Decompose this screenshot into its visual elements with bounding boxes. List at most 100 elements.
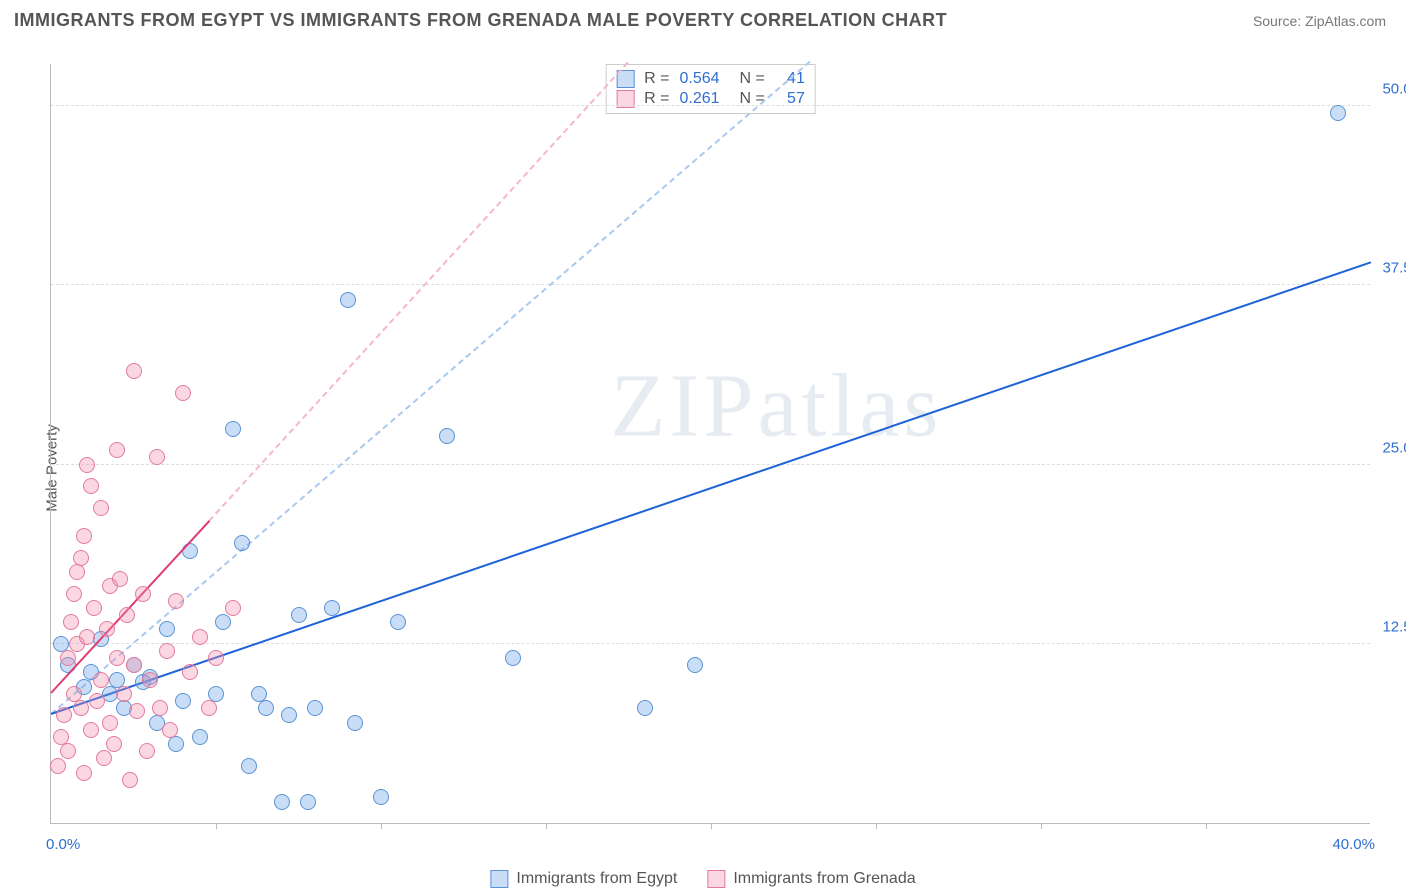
data-point: [300, 794, 316, 810]
legend-label: Immigrants from Grenada: [733, 870, 915, 888]
data-point: [60, 650, 76, 666]
chart-container: Male Poverty ZIPatlas R =0.564N =41R =0.…: [0, 44, 1406, 892]
data-point: [126, 363, 142, 379]
data-point: [241, 758, 257, 774]
data-point: [116, 686, 132, 702]
data-point: [50, 758, 66, 774]
data-point: [106, 736, 122, 752]
data-point: [102, 715, 118, 731]
y-tick-label: 12.5%: [1382, 618, 1406, 635]
data-point: [258, 700, 274, 716]
x-tick: [711, 823, 712, 829]
data-point: [79, 457, 95, 473]
x-tick: [546, 823, 547, 829]
legend-item: Immigrants from Grenada: [707, 870, 915, 888]
plot-area: ZIPatlas R =0.564N =41R =0.261N =57 12.5…: [50, 64, 1370, 824]
data-point: [687, 657, 703, 673]
x-tick: [381, 823, 382, 829]
legend: Immigrants from Egypt Immigrants from Gre…: [490, 870, 915, 888]
data-point: [162, 722, 178, 738]
data-point: [139, 743, 155, 759]
data-point: [119, 607, 135, 623]
data-point: [96, 750, 112, 766]
data-point: [225, 600, 241, 616]
x-tick-label-min: 0.0%: [46, 836, 80, 853]
data-point: [152, 700, 168, 716]
y-tick-label: 50.0%: [1382, 81, 1406, 98]
legend-swatch: [490, 870, 508, 888]
data-point: [439, 428, 455, 444]
data-point: [109, 442, 125, 458]
data-point: [291, 607, 307, 623]
data-point: [66, 586, 82, 602]
data-point: [73, 550, 89, 566]
data-point: [373, 789, 389, 805]
x-tick: [876, 823, 877, 829]
data-point: [73, 700, 89, 716]
gridline: [51, 464, 1370, 465]
data-point: [76, 528, 92, 544]
data-point: [69, 564, 85, 580]
data-point: [1330, 105, 1346, 121]
data-point: [168, 593, 184, 609]
data-point: [324, 600, 340, 616]
data-point: [122, 772, 138, 788]
data-point: [63, 614, 79, 630]
data-point: [83, 722, 99, 738]
data-point: [159, 643, 175, 659]
x-tick: [1041, 823, 1042, 829]
y-tick-label: 25.0%: [1382, 439, 1406, 456]
data-point: [168, 736, 184, 752]
data-point: [192, 629, 208, 645]
data-point: [347, 715, 363, 731]
trend-line-extension: [50, 61, 810, 715]
x-tick-label-max: 40.0%: [1332, 836, 1375, 853]
stats-box: R =0.564N =41R =0.261N =57: [605, 64, 816, 114]
data-point: [175, 693, 191, 709]
x-tick: [1206, 823, 1207, 829]
data-point: [192, 729, 208, 745]
data-point: [390, 614, 406, 630]
data-point: [274, 794, 290, 810]
data-point: [201, 700, 217, 716]
watermark: ZIPatlas: [610, 354, 942, 457]
data-point: [208, 650, 224, 666]
data-point: [281, 707, 297, 723]
data-point: [93, 672, 109, 688]
data-point: [129, 703, 145, 719]
data-point: [56, 707, 72, 723]
data-point: [225, 421, 241, 437]
data-point: [60, 743, 76, 759]
data-point: [126, 657, 142, 673]
data-point: [175, 385, 191, 401]
data-point: [149, 449, 165, 465]
gridline: [51, 284, 1370, 285]
data-point: [637, 700, 653, 716]
data-point: [215, 614, 231, 630]
data-point: [135, 586, 151, 602]
legend-swatch: [707, 870, 725, 888]
data-point: [109, 650, 125, 666]
data-point: [182, 543, 198, 559]
chart-title: IMMIGRANTS FROM EGYPT VS IMMIGRANTS FROM…: [14, 10, 947, 31]
data-point: [83, 478, 99, 494]
stat-n-label: N =: [740, 70, 765, 88]
gridline: [51, 643, 1370, 644]
stat-r-label: R =: [644, 70, 669, 88]
x-tick: [216, 823, 217, 829]
data-point: [234, 535, 250, 551]
data-point: [86, 600, 102, 616]
trend-line: [51, 262, 1372, 716]
data-point: [93, 500, 109, 516]
data-point: [307, 700, 323, 716]
legend-item: Immigrants from Egypt: [490, 870, 677, 888]
source-label: Source: ZipAtlas.com: [1253, 13, 1386, 29]
data-point: [182, 664, 198, 680]
trend-line-extension: [209, 61, 630, 521]
gridline: [51, 105, 1370, 106]
stats-row: R =0.564N =41: [616, 69, 805, 89]
data-point: [159, 621, 175, 637]
data-point: [142, 672, 158, 688]
legend-label: Immigrants from Egypt: [516, 870, 677, 888]
data-point: [99, 621, 115, 637]
